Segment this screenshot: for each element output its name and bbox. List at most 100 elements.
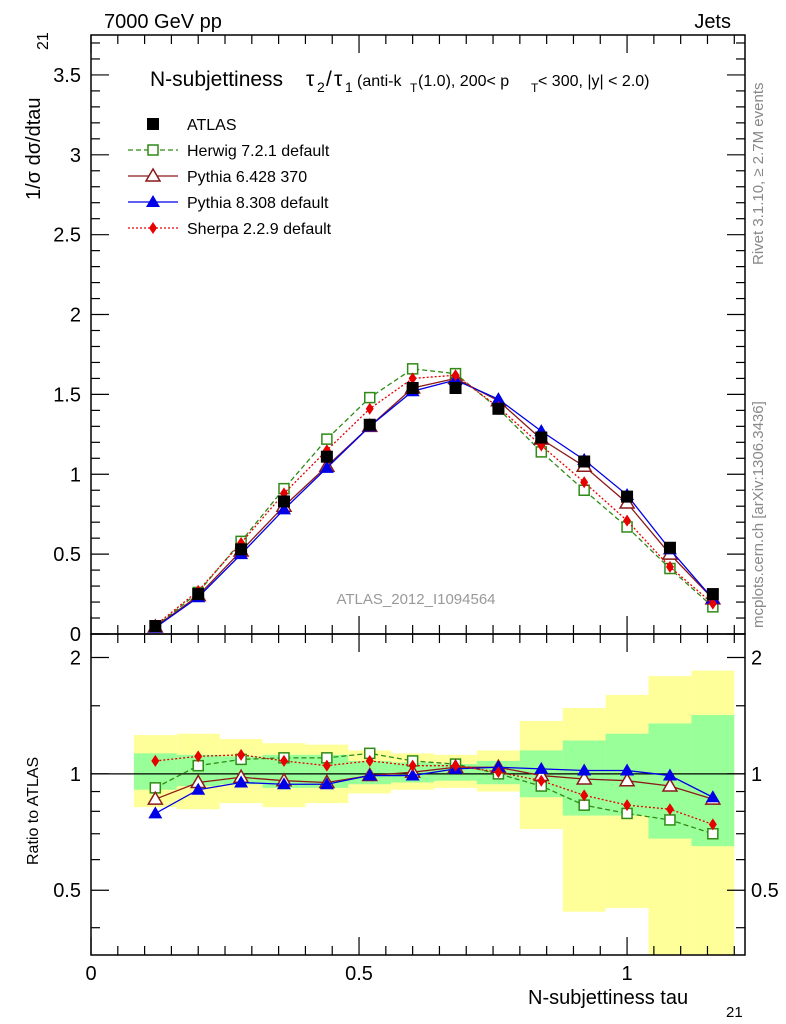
ratio-line-4 xyxy=(155,754,714,826)
ratio-point-4-12 xyxy=(665,803,674,816)
x-axis-label-sub: 21 xyxy=(726,1004,743,1021)
legend-marker-0 xyxy=(147,118,159,130)
data-point-0-8 xyxy=(492,402,505,415)
ratio-point-3-5 xyxy=(362,768,377,781)
ratio-point-4-0 xyxy=(151,754,160,767)
y-tick-label: 0.5 xyxy=(53,544,81,566)
title-tail: < 300, |y| < 2.0) xyxy=(538,73,650,90)
ratio-point-3-11 xyxy=(620,763,635,776)
y-tick-label: 1.5 xyxy=(53,384,81,406)
x-tick-label: 0.5 xyxy=(345,963,373,985)
legend-marker-4 xyxy=(149,222,157,234)
ratio-series-4 xyxy=(151,748,717,831)
title-main: N-subjettiness xyxy=(150,68,283,91)
y-axis-label-main: 1/σ dσ/dtau xyxy=(23,97,45,200)
title-pt-sub: T xyxy=(531,81,539,95)
ratio-point-2-0 xyxy=(147,790,164,805)
x-tick-label: 1 xyxy=(622,963,633,985)
title-tau2: τ xyxy=(306,68,315,91)
data-point-0-11 xyxy=(621,490,634,503)
data-point-0-1 xyxy=(192,588,205,601)
header-right: Jets xyxy=(694,11,731,33)
legend-label-0: ATLAS xyxy=(187,117,237,134)
ratio-line-1 xyxy=(155,752,714,835)
ratio-point-2-11 xyxy=(618,772,636,787)
ratio-point-3-10 xyxy=(577,763,592,776)
ratio-point-3-1 xyxy=(191,782,206,795)
ratio-panel: 0 0.5 1 0.5 0.5 1 1 2 2 xyxy=(53,633,779,985)
series-line-1 xyxy=(154,368,714,628)
legend-entry-4: Sherpa 2.2.9 default xyxy=(128,221,332,238)
ratio-point-3-0 xyxy=(148,806,163,819)
ratio-point-3-13 xyxy=(705,790,720,803)
ratio-point-3-9 xyxy=(534,761,549,774)
ratio-y-tick-label: 1 xyxy=(70,764,81,786)
data-point-4-10 xyxy=(580,476,589,489)
y-tick-label: 0 xyxy=(70,624,81,646)
x-tick-label: 0 xyxy=(85,963,96,985)
legend-entry-1: Herwig 7.2.1 default xyxy=(128,143,330,160)
mcplots-label: mcplots.cern.ch [arXiv:1306.3436] xyxy=(750,401,767,628)
legend-entry-3: Pythia 8.308 default xyxy=(128,195,329,212)
ratio-point-3-12 xyxy=(662,768,677,781)
legend: ATLAS Herwig 7.2.1 default Pythia 6.428 37… xyxy=(128,117,332,238)
data-point-0-4 xyxy=(320,450,333,463)
data-point-4-6 xyxy=(408,372,417,385)
series-line-4 xyxy=(154,374,714,626)
data-point-3-4 xyxy=(319,460,334,473)
data-point-3-3 xyxy=(276,502,291,515)
data-point-1-6 xyxy=(406,363,419,375)
data-point-3-8 xyxy=(491,392,506,405)
data-point-0-0 xyxy=(149,620,162,633)
title-tau2-sub: 2 xyxy=(317,79,325,95)
ratio-point-3-2 xyxy=(234,775,249,788)
ratio-y-axis-label: Ratio to ATLAS xyxy=(25,757,42,865)
ratio-point-4-9 xyxy=(537,774,546,787)
data-point-0-5 xyxy=(363,418,376,431)
title-cut: (anti-k xyxy=(357,73,402,90)
rivet-label: Rivet 3.1.10, ≥ 2.7M events xyxy=(750,83,767,266)
title-tau1: τ xyxy=(334,68,343,91)
ratio-y-tick-label-right: 2 xyxy=(751,647,762,669)
title-tau1-sub: 1 xyxy=(345,79,353,95)
y-tick-label: 3 xyxy=(70,145,81,167)
data-point-4-12 xyxy=(665,560,674,573)
x-axis-label: N-subjettiness tau 21 xyxy=(528,987,743,1021)
legend-marker-2 xyxy=(144,167,162,182)
title-slash: / xyxy=(326,68,332,91)
ratio-point-4-6 xyxy=(408,759,417,772)
title-cut-rest: (1.0), 200< p xyxy=(418,73,509,90)
legend-label-1: Herwig 7.2.1 default xyxy=(187,143,330,160)
y-axis-label-sub: 21 xyxy=(35,32,52,50)
y-axis-label: 1/σ dσ/dtau 21 xyxy=(23,32,52,200)
ratio-y-tick-label-right: 0.5 xyxy=(751,880,779,902)
ratio-point-1-12 xyxy=(664,814,676,826)
series-0 xyxy=(149,382,719,633)
ratio-y-tick-label: 2 xyxy=(70,647,81,669)
data-point-0-12 xyxy=(663,541,676,554)
analysis-id: ATLAS_2012_I1094564 xyxy=(336,591,495,608)
data-point-1-4 xyxy=(321,433,333,445)
title-cut-sub: T xyxy=(410,81,418,95)
ratio-point-1-10 xyxy=(578,799,590,811)
ratio-point-4-1 xyxy=(194,750,203,763)
legend-marker-1 xyxy=(147,144,159,156)
ratio-line-2 xyxy=(155,766,714,800)
data-point-0-6 xyxy=(406,382,419,395)
data-point-0-13 xyxy=(706,588,719,601)
ratio-point-3-6 xyxy=(405,768,420,781)
ratio-point-4-5 xyxy=(365,754,374,767)
legend-entry-0: ATLAS xyxy=(147,117,237,134)
ratio-y-tick-label: 0.5 xyxy=(53,880,81,902)
ratio-point-4-10 xyxy=(580,789,589,802)
legend-label-3: Pythia 8.308 default xyxy=(187,195,329,212)
y-tick-label: 1 xyxy=(70,464,81,486)
ratio-point-3-3 xyxy=(276,777,291,790)
data-point-4-13 xyxy=(708,597,717,610)
ratio-point-4-8 xyxy=(494,766,503,779)
y-tick-label: 2 xyxy=(70,305,81,327)
ratio-line-3 xyxy=(155,766,714,815)
ratio-point-4-7 xyxy=(451,759,460,772)
legend-label-2: Pythia 6.428 370 xyxy=(187,169,307,186)
